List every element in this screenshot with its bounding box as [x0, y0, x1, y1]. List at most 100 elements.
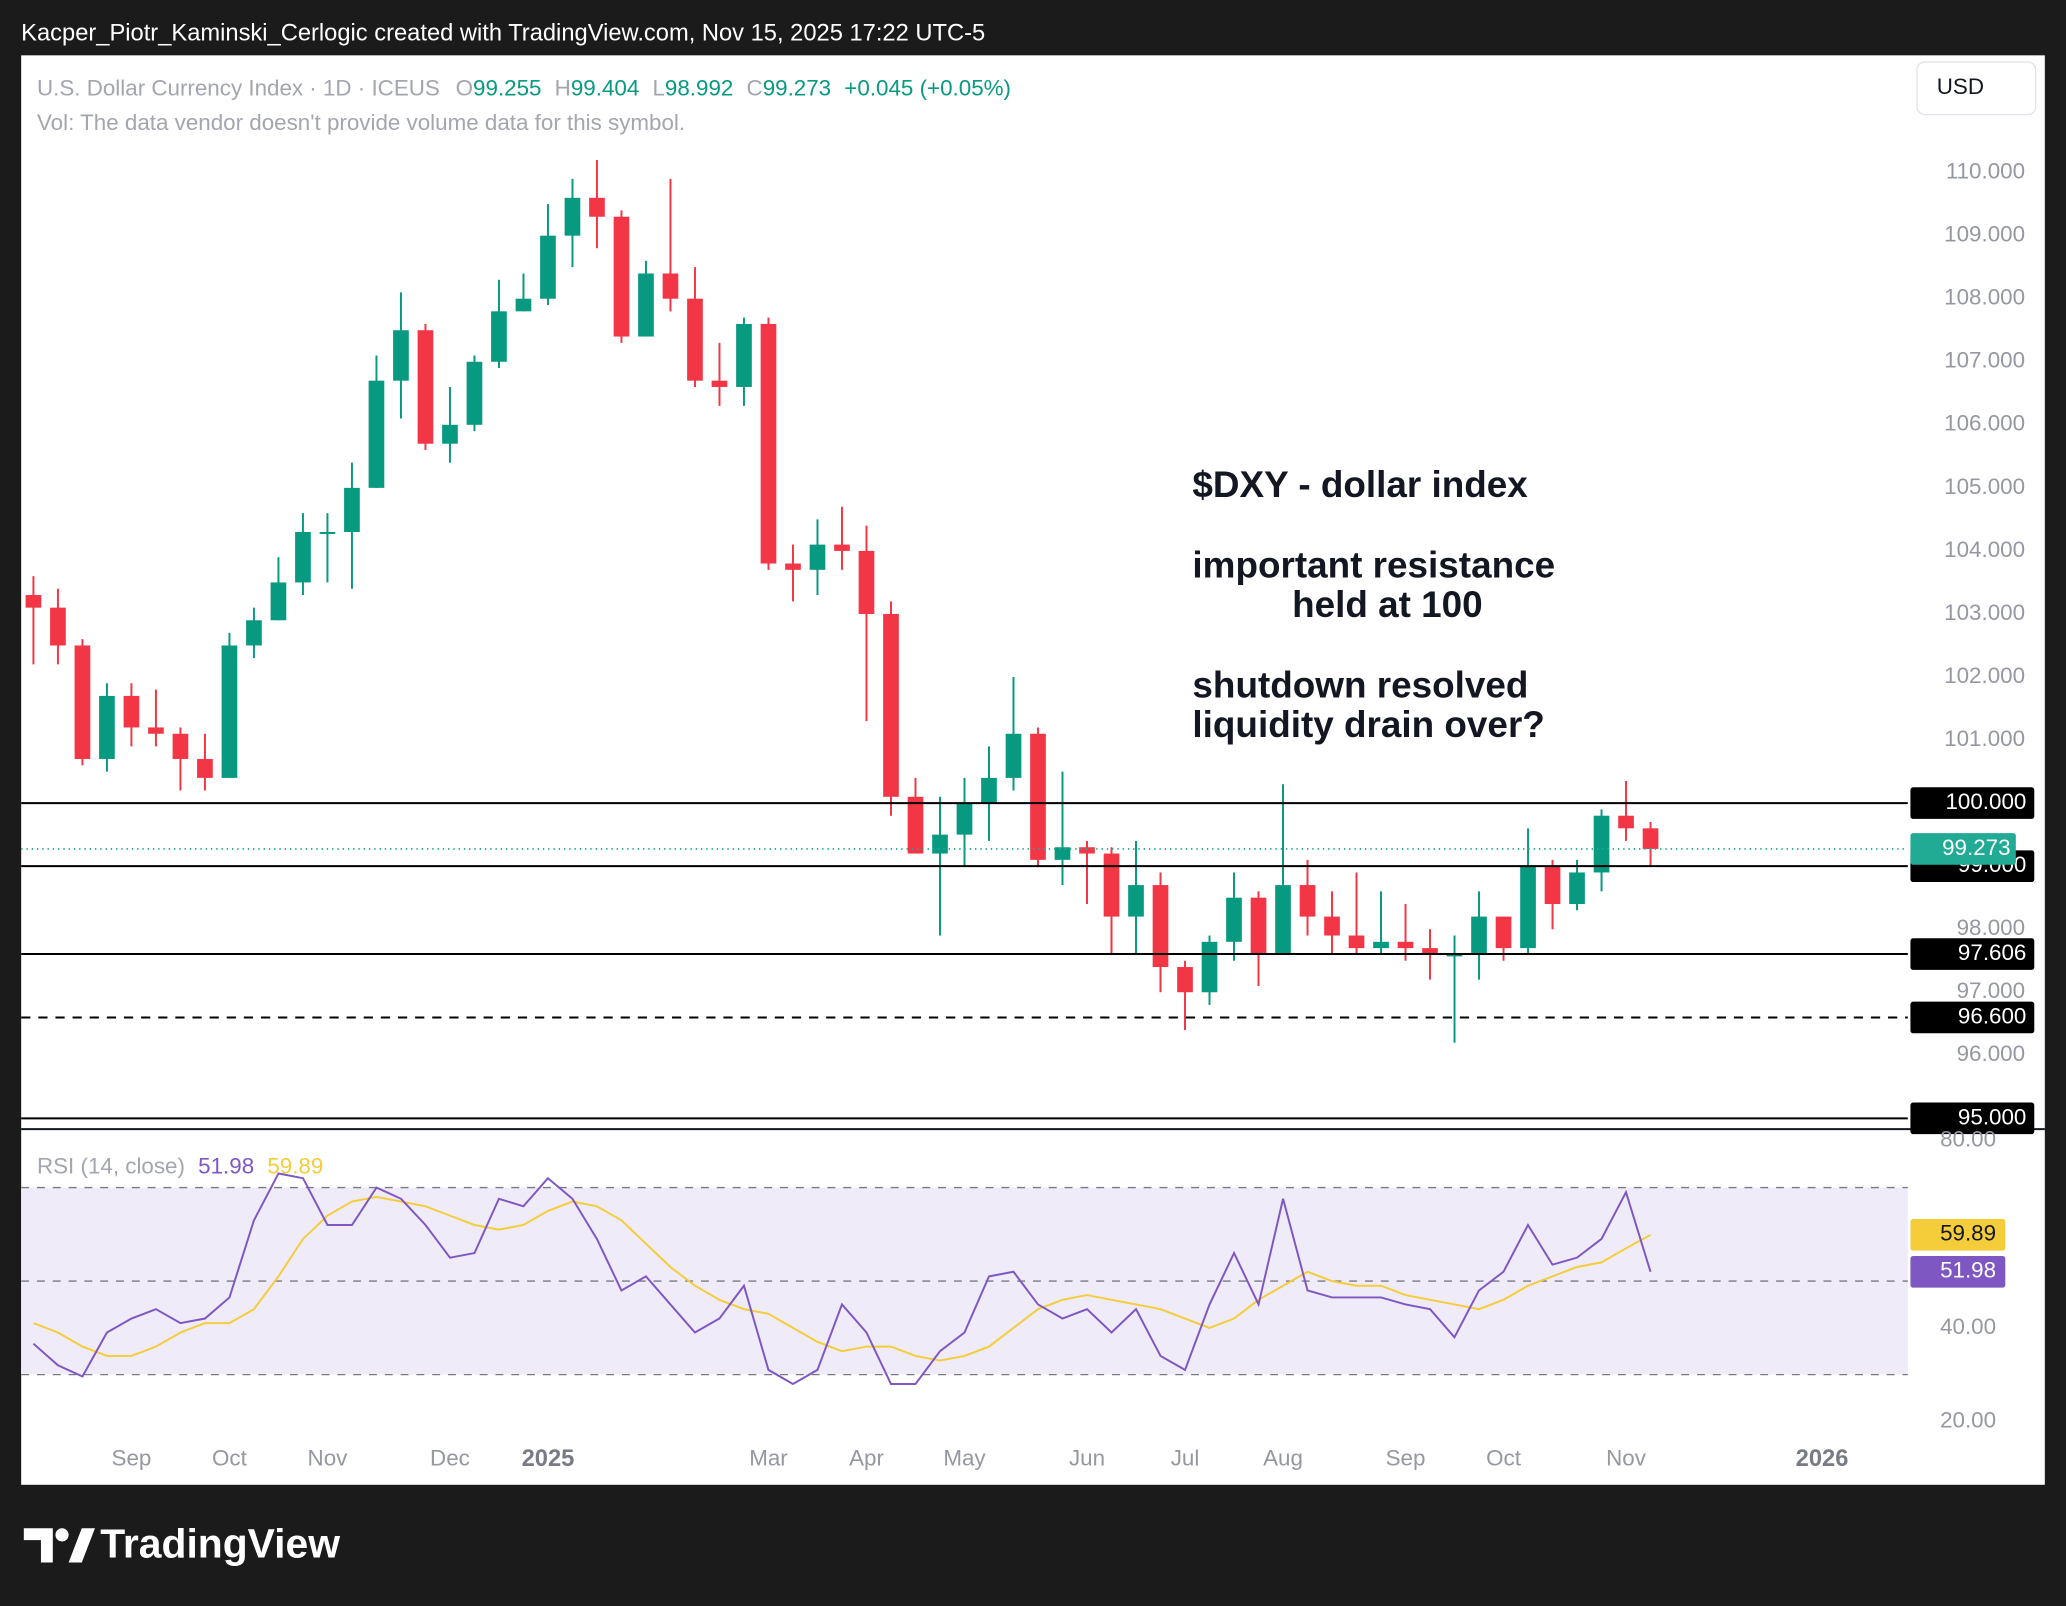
- candle-body: [368, 380, 385, 488]
- candle-body: [1495, 916, 1512, 949]
- credit: Kacper_Piotr_Kaminski_Cerlogic created w…: [21, 21, 985, 47]
- currency-button[interactable]: [1916, 61, 2037, 116]
- candle-body: [1177, 967, 1193, 993]
- x-tick-label: Nov: [1606, 1446, 1647, 1471]
- currency-label: USD: [1937, 74, 1984, 99]
- y-tick-label: 102.000: [1944, 663, 2025, 688]
- annotation: $DXY - dollar index: [1192, 464, 1528, 505]
- candle-body: [393, 330, 409, 381]
- candle-body: [760, 323, 777, 564]
- rsi-badge-label: 59.89: [1940, 1221, 1996, 1246]
- candle-body: [319, 531, 336, 534]
- candle-body: [883, 613, 899, 797]
- ohlc-key: C: [747, 76, 763, 101]
- candle-body: [1103, 853, 1120, 917]
- ohlc-key: O: [456, 76, 473, 101]
- level-label: 95.000: [1958, 1104, 2026, 1129]
- x-tick-label: May: [943, 1446, 986, 1471]
- candle-body: [148, 727, 164, 734]
- candle-body: [1201, 941, 1218, 993]
- logo-mark: [23, 1528, 53, 1563]
- change: +0.045 (+0.05%): [844, 76, 1011, 101]
- candle-body: [25, 595, 42, 608]
- candle-body: [417, 330, 434, 444]
- candle-body: [809, 544, 826, 570]
- candle-body: [785, 563, 801, 570]
- candle-body: [981, 777, 997, 804]
- candle-body: [687, 298, 703, 381]
- candle-body: [515, 298, 532, 312]
- candle-body: [1152, 885, 1169, 968]
- y-tick-label: 108.000: [1944, 285, 2025, 310]
- candle-body: [1618, 815, 1634, 829]
- candle-body: [1446, 954, 1463, 957]
- legend: U.S. Dollar Currency Index · 1D · ICEUS O…: [37, 76, 1011, 101]
- y-tick-label: 101.000: [1944, 726, 2025, 751]
- last-price-badge: [1910, 833, 2016, 865]
- ohlc-value: 99.255: [473, 76, 541, 101]
- candle-body: [711, 380, 728, 387]
- x-tick-label: 2025: [522, 1446, 575, 1472]
- x-tick-label: Sep: [1386, 1446, 1426, 1471]
- candle-body: [932, 834, 948, 854]
- candle-body: [589, 197, 605, 217]
- y-tick-label: 96.000: [1957, 1041, 2025, 1066]
- candle-body: [344, 487, 360, 532]
- candle-body: [1005, 733, 1022, 778]
- candle-body: [1642, 828, 1659, 849]
- y-tick-label: 106.000: [1944, 411, 2025, 436]
- brand-logo: TradingView: [23, 1520, 340, 1566]
- x-tick-label: Oct: [1486, 1446, 1522, 1471]
- y-tick-label: 104.000: [1944, 537, 2025, 562]
- rsi-badge-label: 51.98: [1940, 1258, 1996, 1283]
- candle-body: [466, 361, 483, 425]
- last-price-label: 99.273: [1942, 835, 2010, 860]
- candle-body: [540, 235, 556, 299]
- candle-body: [123, 695, 140, 728]
- rsi-title: RSI (14, close): [37, 1153, 185, 1178]
- ohlc-value: 99.404: [571, 76, 639, 101]
- candle-body: [834, 544, 850, 551]
- logo-dot: [55, 1528, 69, 1542]
- candle-body: [613, 216, 630, 337]
- level-label: 100.000: [1945, 789, 2026, 814]
- rsi-ma-line: [33, 1195, 1651, 1362]
- x-tick-label: 2026: [1796, 1446, 1849, 1472]
- candle-body: [1324, 916, 1340, 936]
- x-tick-label: Sep: [112, 1446, 152, 1471]
- x-tick-label: Dec: [430, 1446, 470, 1471]
- x-tick-label: Jul: [1171, 1446, 1200, 1471]
- rsi-badge: [1910, 1256, 2006, 1288]
- candle-body: [1348, 935, 1365, 949]
- rsi-line: [32, 1172, 1652, 1386]
- level-badge: [1910, 1001, 2035, 1034]
- x-tick-label: Apr: [849, 1446, 884, 1471]
- y-tick-label: 103.000: [1944, 600, 2025, 625]
- x-tick-label: Mar: [749, 1446, 788, 1471]
- level-badge: [1910, 787, 2035, 819]
- candle-body: [1471, 916, 1487, 955]
- candle-body: [442, 424, 458, 444]
- candle-body: [270, 582, 287, 621]
- candle-body: [858, 550, 875, 614]
- candle-body: [638, 273, 654, 337]
- x-tick-label: Aug: [1263, 1446, 1303, 1471]
- candle-body: [1030, 733, 1046, 860]
- candle-body: [736, 323, 752, 387]
- candle-body: [1054, 847, 1071, 860]
- candle-body: [1128, 885, 1144, 917]
- candle-body: [1299, 885, 1316, 917]
- candle-body: [1422, 948, 1438, 955]
- ohlc-value: 98.992: [665, 76, 733, 101]
- rsi-tick-label: 80.00: [1940, 1127, 1996, 1152]
- rsi-tick-label: 20.00: [1940, 1407, 1996, 1432]
- x-tick-label: Oct: [212, 1446, 248, 1471]
- candle-body: [197, 758, 213, 778]
- volume-note: Vol: The data vendor doesn't provide vol…: [37, 110, 685, 135]
- rsi-legend: RSI (14, close) 51.98 59.89: [37, 1153, 323, 1178]
- y-tick-label: 98.000: [1957, 915, 2025, 940]
- candle-body: [172, 733, 189, 759]
- y-tick-label: 105.000: [1944, 474, 2025, 499]
